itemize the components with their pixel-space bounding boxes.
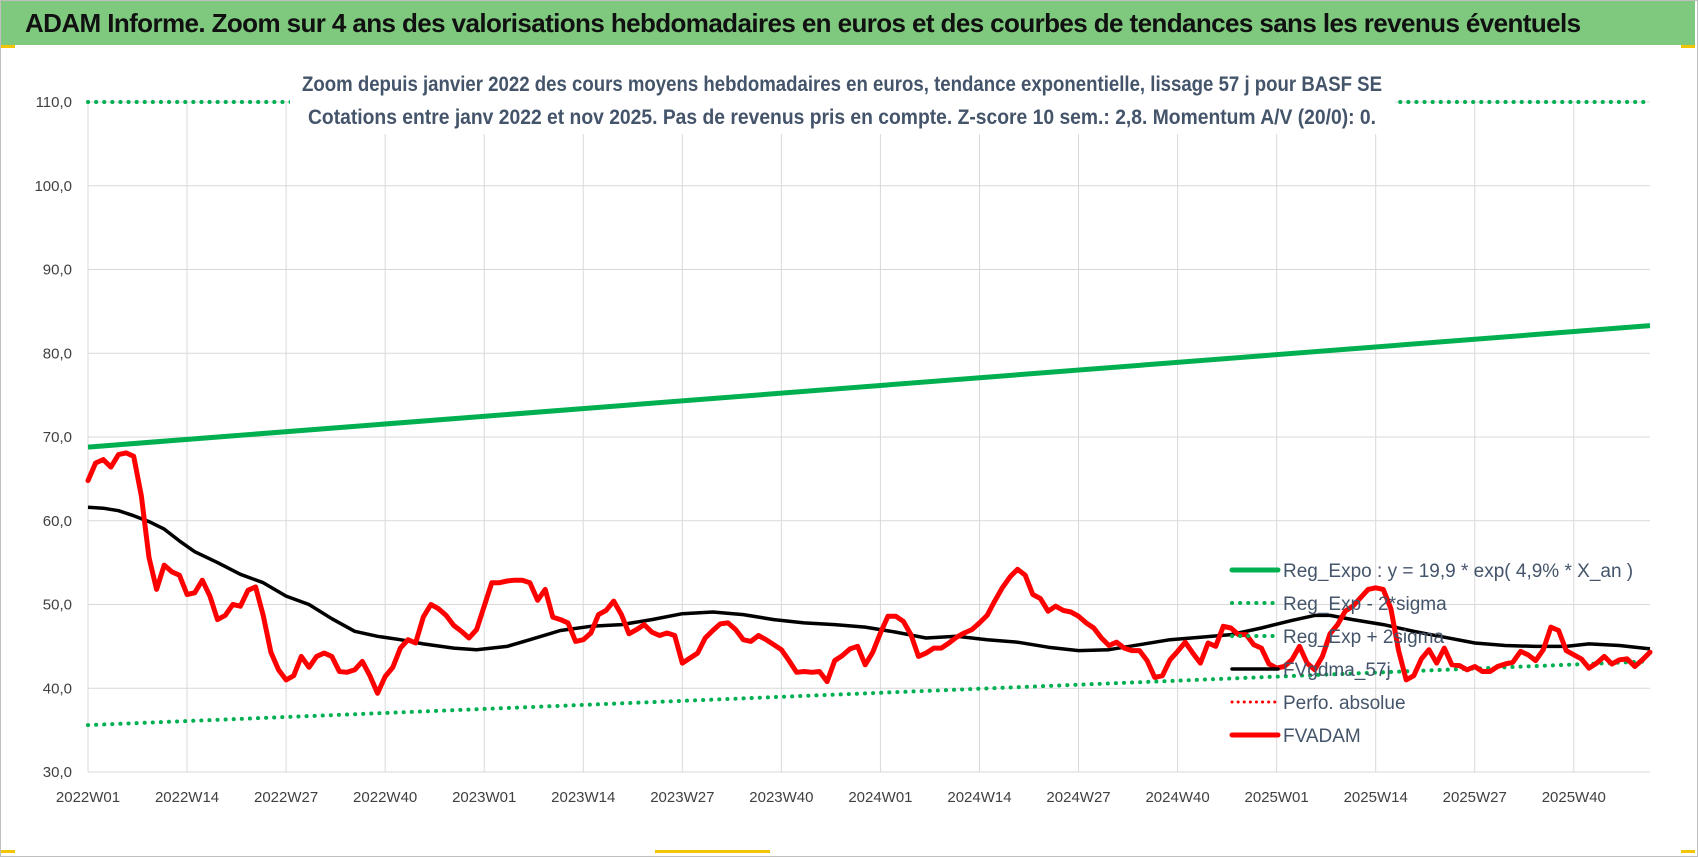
y-tick-label: 40,0 (43, 680, 72, 697)
x-tick-label: 2024W27 (1046, 789, 1110, 806)
x-tick-label: 2023W40 (749, 789, 813, 806)
corner-mark-bottom-left (1, 850, 15, 853)
x-tick-label: 2022W14 (155, 789, 219, 806)
chart-subtitle: Cotations entre janv 2022 et nov 2025. P… (308, 106, 1376, 129)
series-fvgdma-57j (87, 505, 1651, 653)
corner-mark-top-right (1681, 45, 1695, 48)
chart-title: Zoom depuis janvier 2022 des cours moyen… (302, 73, 1382, 96)
legend-item-reg-exp-plus-2sigma-label: Reg_Exp + 2sigma (1283, 627, 1444, 648)
x-tick-label: 2025W27 (1443, 789, 1507, 806)
corner-mark-top-left (1, 45, 15, 48)
x-tick-label: 2022W01 (56, 789, 120, 806)
x-tick-label: 2024W01 (848, 789, 912, 806)
x-tick-label: 2025W01 (1245, 789, 1309, 806)
y-tick-label: 30,0 (43, 764, 72, 781)
y-tick-label: 110,0 (36, 94, 72, 111)
legend-item-fvadam-label: FVADAM (1283, 726, 1361, 747)
x-tick-label: 2025W14 (1344, 789, 1408, 806)
y-tick-label: 90,0 (43, 262, 72, 279)
x-tick-label: 2024W40 (1145, 789, 1209, 806)
corner-mark-bottom-right (1681, 850, 1695, 853)
x-tick-label: 2025W40 (1542, 789, 1606, 806)
legend-item-fvgdma-57j-label: FVgdma_57j (1283, 660, 1391, 681)
series-reg-exp-minus-2sigma (86, 659, 1652, 728)
x-tick-label: 2022W27 (254, 789, 318, 806)
header-title: ADAM Informe. Zoom sur 4 ans des valoris… (25, 8, 1581, 38)
y-tick-label: 50,0 (43, 597, 72, 614)
legend-item-reg-expo-label: Reg_Expo : y = 19,9 * exp( 4,9% * X_an ) (1283, 561, 1633, 582)
x-tick-label: 2023W01 (452, 789, 516, 806)
y-tick-label: 80,0 (43, 345, 72, 362)
series-fvadam (85, 450, 1653, 696)
x-tick-label: 2023W27 (650, 789, 714, 806)
header-bar: ADAM Informe. Zoom sur 4 ans des valoris… (1, 1, 1695, 45)
legend-item-reg-exp-minus-2sigma-label: Reg_Exp - 2*sigma (1283, 594, 1447, 615)
y-tick-label: 60,0 (43, 513, 72, 530)
corner-mark-bottom-center (655, 850, 770, 853)
x-tick-label: 2022W40 (353, 789, 417, 806)
x-tick-label: 2023W14 (551, 789, 615, 806)
series-reg-expo (87, 323, 1651, 450)
legend-item-perfo-absolue-label: Perfo. absolue (1283, 693, 1406, 714)
x-tick-label: 2024W14 (947, 789, 1011, 806)
y-tick-label: 70,0 (43, 429, 72, 446)
y-tick-label: 100,0 (34, 178, 72, 195)
chart-title-background (290, 64, 1395, 134)
